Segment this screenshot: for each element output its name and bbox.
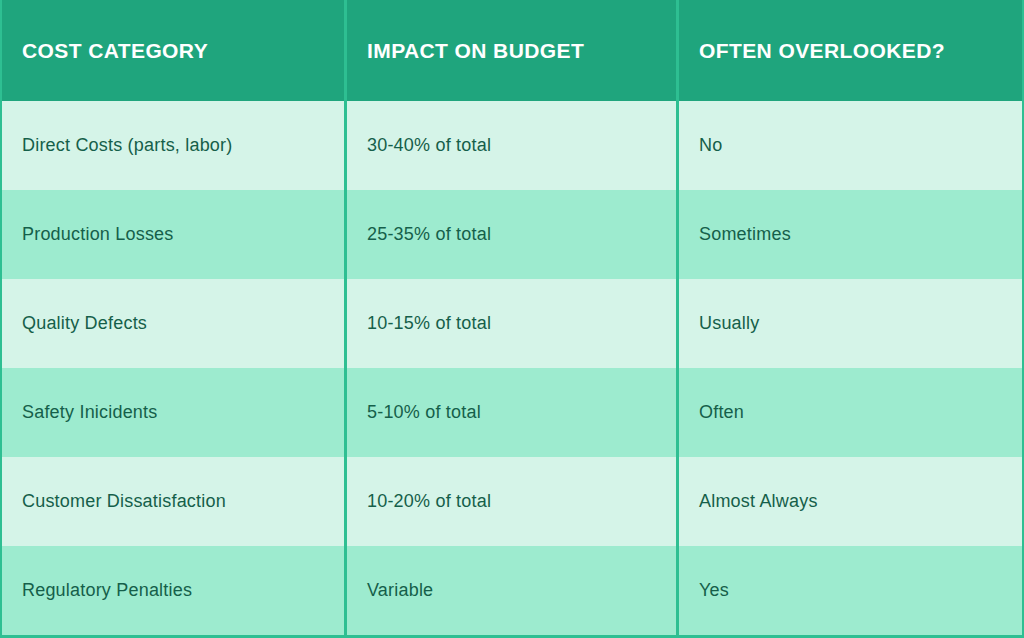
cell-impact-on-budget: 10-15% of total (344, 279, 676, 368)
cell-cost-category: Regulatory Penalties (2, 546, 344, 635)
cell-impact-on-budget: Variable (344, 546, 676, 635)
cell-often-overlooked: Almost Always (676, 457, 1022, 546)
cell-impact-on-budget: 10-20% of total (344, 457, 676, 546)
column-header-impact-on-budget: IMPACT ON BUDGET (344, 0, 676, 101)
table-row: Quality Defects 10-15% of total Usually (2, 279, 1022, 368)
cell-impact-on-budget: 25-35% of total (344, 190, 676, 279)
column-header-often-overlooked: OFTEN OVERLOOKED? (676, 0, 1022, 101)
cell-often-overlooked: Usually (676, 279, 1022, 368)
cell-cost-category: Production Losses (2, 190, 344, 279)
cell-often-overlooked: Often (676, 368, 1022, 457)
cost-table: COST CATEGORY IMPACT ON BUDGET OFTEN OVE… (0, 0, 1024, 638)
cell-often-overlooked: Sometimes (676, 190, 1022, 279)
cell-impact-on-budget: 5-10% of total (344, 368, 676, 457)
cell-often-overlooked: No (676, 101, 1022, 190)
table-row: Direct Costs (parts, labor) 30-40% of to… (2, 101, 1022, 190)
table-row: Customer Dissatisfaction 10-20% of total… (2, 457, 1022, 546)
cell-cost-category: Direct Costs (parts, labor) (2, 101, 344, 190)
cell-cost-category: Quality Defects (2, 279, 344, 368)
column-header-cost-category: COST CATEGORY (2, 0, 344, 101)
table-row: Safety Inicidents 5-10% of total Often (2, 368, 1022, 457)
cell-often-overlooked: Yes (676, 546, 1022, 635)
table-row: Regulatory Penalties Variable Yes (2, 546, 1022, 635)
cell-impact-on-budget: 30-40% of total (344, 101, 676, 190)
table-header-row: COST CATEGORY IMPACT ON BUDGET OFTEN OVE… (2, 0, 1022, 101)
cell-cost-category: Customer Dissatisfaction (2, 457, 344, 546)
cell-cost-category: Safety Inicidents (2, 368, 344, 457)
table-row: Production Losses 25-35% of total Someti… (2, 190, 1022, 279)
